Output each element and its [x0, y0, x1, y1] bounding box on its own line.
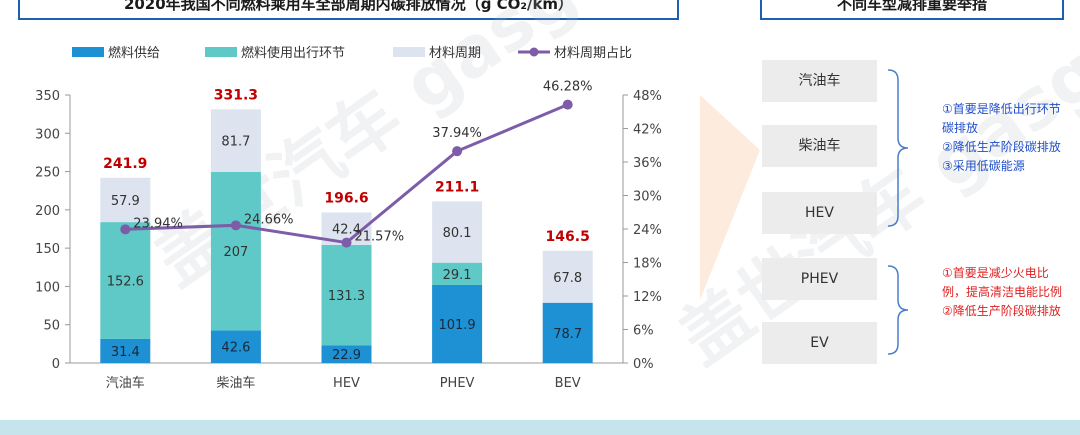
- bar-segment: [432, 284, 483, 363]
- total-label: 211.1: [435, 179, 479, 195]
- ev-measure-1: ①首要是减少火电比例，提高清洁电能比例: [942, 266, 1063, 299]
- ice-measure-3: ③采用低碳能源: [942, 159, 1025, 173]
- ice-measure-2: ②降低生产阶段碳排放: [942, 140, 1061, 154]
- ice-measure-1: ①首要是降低出行环节碳排放: [942, 102, 1061, 135]
- legend: 燃料供给 燃料使用出行环节 材料周期 材料周期占比: [72, 45, 632, 61]
- segment-label: 101.9: [438, 318, 475, 333]
- y-tick-label: 100: [35, 280, 60, 295]
- legend-label: 材料周期占比: [554, 46, 632, 61]
- y2-tick-label: 48%: [633, 89, 662, 104]
- y-tick-label: 150: [35, 242, 60, 257]
- y-tick-label: 0: [52, 357, 60, 372]
- ratio-label: 46.28%: [543, 80, 593, 95]
- bar-segment: [542, 302, 593, 363]
- legend-label: 燃料供给: [108, 45, 160, 61]
- chart-title: 2020年我国不同燃料乘用车全部周期内碳排放情况（g CO₂/km）: [18, 0, 679, 20]
- vehicle-box: HEV: [762, 192, 877, 234]
- segment-label: 207: [223, 245, 248, 260]
- vehicle-box: EV: [762, 322, 877, 364]
- segment-label: 42.6: [221, 341, 250, 356]
- x-tick-label: HEV: [333, 376, 360, 391]
- bar-segment: [321, 345, 372, 363]
- total-label: 146.5: [546, 229, 590, 245]
- bar-segment: [210, 171, 261, 331]
- segment-label: 67.8: [553, 271, 582, 286]
- footer-band: [0, 420, 1080, 435]
- segment-label: 80.1: [443, 226, 472, 241]
- y-tick-label: 250: [35, 166, 60, 181]
- segment-label: 57.9: [111, 194, 140, 209]
- watermark-shape: [700, 95, 760, 300]
- bar-segment: [100, 338, 151, 363]
- y2-tick-label: 24%: [633, 223, 662, 238]
- segment-label: 152.6: [107, 275, 144, 290]
- ev-bracket: [887, 265, 909, 355]
- legend-swatch: [393, 47, 425, 57]
- y-tick-label: 300: [35, 127, 60, 142]
- segment-label: 81.7: [221, 135, 250, 150]
- total-label: 331.3: [214, 87, 258, 103]
- y2-tick-label: 6%: [633, 324, 654, 339]
- axes: 0 50 100 150 200 250 300 350 0% 6% 12% 18% 24% 30% 36%…: [35, 89, 662, 391]
- vehicle-box: 汽油车: [762, 60, 877, 102]
- x-tick-label: 柴油车: [216, 375, 255, 391]
- y-tick-label: 350: [35, 89, 60, 104]
- segment-label: 78.7: [553, 327, 582, 342]
- y2-tick-label: 36%: [633, 156, 662, 171]
- y2-tick-label: 18%: [633, 257, 662, 272]
- legend-label: 燃料使用出行环节: [241, 45, 345, 61]
- ice-bracket: [887, 69, 909, 227]
- ratio-point: [562, 99, 573, 110]
- brackets: [887, 69, 909, 355]
- y2-tick-label: 0%: [633, 357, 654, 372]
- vehicle-box: 柴油车: [762, 125, 877, 167]
- total-label: 196.6: [324, 190, 368, 206]
- ratio-label: 21.57%: [355, 230, 405, 245]
- x-tick-label: BEV: [555, 376, 581, 391]
- legend-swatch: [72, 47, 104, 57]
- x-tick-label: PHEV: [440, 376, 475, 391]
- vehicle-box: PHEV: [762, 258, 877, 300]
- total-label: 241.9: [103, 156, 147, 172]
- bar-segment: [100, 222, 151, 339]
- bar-segment: [432, 262, 483, 285]
- bar-segment: [210, 330, 261, 363]
- ev-measure-2: ②降低生产阶段碳排放: [942, 304, 1061, 318]
- ice-measures-note: ①首要是降低出行环节碳排放 ②降低生产阶段碳排放 ③采用低碳能源: [942, 100, 1062, 176]
- legend-marker: [529, 47, 539, 57]
- bar-segment: [542, 250, 593, 303]
- bar-segment: [100, 177, 151, 223]
- ratio-label: 37.94%: [432, 126, 482, 141]
- x-tick-label: 汽油车: [106, 375, 145, 391]
- ratio-point: [341, 237, 352, 248]
- ratio-label: 24.66%: [244, 212, 294, 227]
- y-tick-label: 50: [43, 319, 60, 334]
- ratio-label: 23.94%: [133, 216, 183, 231]
- segment-label: 29.1: [443, 268, 472, 283]
- segment-label: 22.9: [332, 348, 361, 363]
- bar-segment: [321, 244, 372, 346]
- measures-title: 不同车型减排重要举措: [760, 0, 1064, 20]
- legend-swatch: [205, 47, 237, 57]
- ratio-line: [120, 99, 573, 248]
- ratio-point: [120, 224, 131, 235]
- bars: [100, 109, 593, 363]
- y-tick-label: 200: [35, 204, 60, 219]
- data-labels: 31.4 152.6 57.9 241.9 42.6 207 81.7 331.3 22.9 13…: [103, 80, 592, 364]
- ratio-point: [452, 146, 463, 157]
- segment-label: 131.3: [328, 289, 365, 304]
- bar-segment: [210, 109, 261, 172]
- segment-label: 31.4: [111, 345, 140, 360]
- y2-tick-label: 30%: [633, 190, 662, 205]
- bar-segment: [432, 201, 483, 263]
- y2-tick-label: 42%: [633, 123, 662, 138]
- ratio-point: [230, 220, 241, 231]
- y2-tick-label: 12%: [633, 290, 662, 305]
- ev-measures-note: ①首要是减少火电比例，提高清洁电能比例 ②降低生产阶段碳排放: [942, 264, 1062, 321]
- legend-label: 材料周期: [429, 46, 481, 61]
- segment-label: 42.4: [332, 223, 361, 238]
